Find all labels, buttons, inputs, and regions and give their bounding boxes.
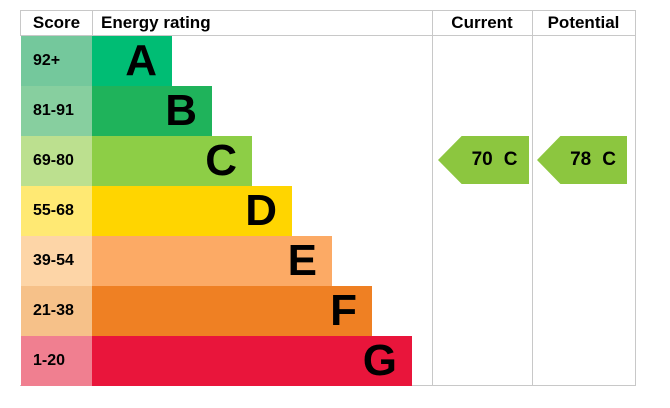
band-bar: F — [92, 286, 372, 336]
band-row: 55-68 D — [20, 186, 636, 236]
potential-rating-value: 78 — [570, 149, 592, 170]
potential-rating-band: C — [602, 149, 616, 170]
band-row: 1-20 G — [20, 336, 636, 386]
band-row: 92+ A — [20, 36, 636, 86]
header-potential: Potential — [547, 13, 620, 32]
band-bar: B — [92, 86, 212, 136]
band-bar: D — [92, 186, 292, 236]
band-score-range: 21-38 — [21, 286, 92, 336]
band-row: 69-80 C — [20, 136, 636, 186]
grid-line-right — [635, 11, 636, 385]
grid-line-left — [20, 11, 21, 35]
current-rating-band: C — [503, 149, 518, 170]
band-bar: A — [92, 36, 172, 86]
potential-rating-arrow: 78 C — [537, 136, 627, 184]
header-energy-rating: Energy rating — [101, 13, 211, 32]
band-row: 39-54 E — [20, 236, 636, 286]
band-letter: F — [330, 286, 357, 335]
grid-line-score-divider — [92, 11, 93, 35]
header-score: Score — [32, 13, 81, 32]
band-letter: D — [245, 186, 277, 235]
header-bottom-border — [20, 35, 636, 36]
band-bar: G — [92, 336, 412, 386]
band-row: 21-38 F — [20, 286, 636, 336]
band-score-range: 92+ — [21, 36, 92, 86]
band-letter: A — [125, 36, 157, 85]
epc-table: Score Energy rating Current Potential 92… — [20, 10, 636, 386]
band-letter: E — [287, 236, 317, 285]
band-letter: B — [165, 86, 197, 135]
current-rating-value: 70 — [471, 149, 493, 170]
band-score-range: 81-91 — [21, 86, 92, 136]
grid-line-potential-divider — [532, 11, 533, 385]
grid-line-current-divider — [432, 11, 433, 385]
band-score-range: 39-54 — [21, 236, 92, 286]
band-score-range: 1-20 — [21, 336, 92, 386]
band-letter: G — [362, 336, 397, 385]
header-current: Current — [451, 13, 513, 32]
band-rows: 92+ A 81-91 B 69-80 C 55-68 D 39-54 E 21… — [20, 36, 636, 386]
band-score-range: 69-80 — [21, 136, 92, 186]
band-bar: C — [92, 136, 252, 186]
band-row: 81-91 B — [20, 86, 636, 136]
band-score-range: 55-68 — [21, 186, 92, 236]
band-letter: C — [205, 136, 237, 185]
band-bar: E — [92, 236, 332, 286]
